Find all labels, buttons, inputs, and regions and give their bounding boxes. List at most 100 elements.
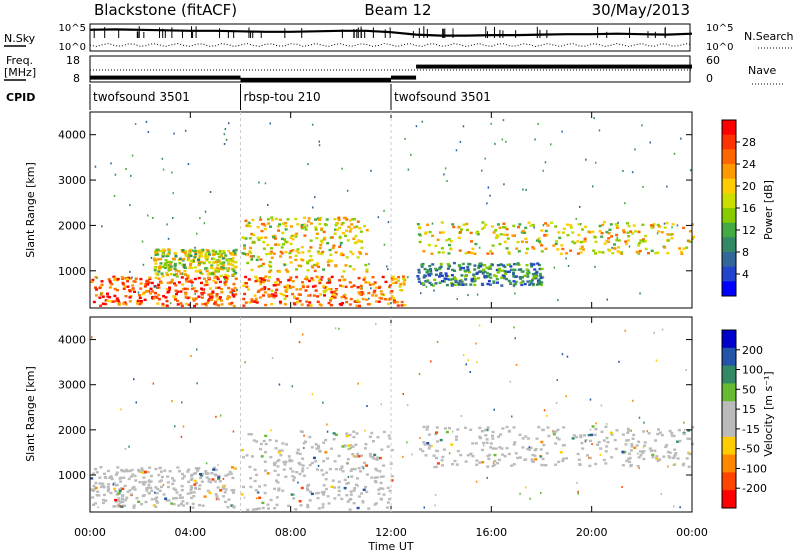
power-cell — [205, 248, 209, 252]
velocity-cell — [368, 435, 372, 438]
velocity-cell — [527, 437, 530, 440]
velocity-cell — [137, 468, 140, 472]
power-cell — [314, 228, 318, 231]
power-cell — [214, 268, 217, 271]
velocity-cell — [377, 488, 381, 491]
power-cell — [524, 251, 528, 255]
velocity-cell — [621, 486, 623, 489]
power-cell — [461, 262, 465, 266]
power-cell — [229, 252, 233, 255]
power-cell — [676, 224, 679, 227]
velocity-cell — [259, 447, 262, 451]
power-cell — [644, 234, 648, 238]
power-cell — [320, 275, 324, 279]
velocity-cell — [304, 440, 307, 443]
velocity-cell — [120, 505, 124, 508]
power-cell — [531, 246, 535, 249]
velocity-cell — [190, 496, 193, 500]
power-cell — [145, 120, 148, 123]
velocity-cell — [402, 393, 404, 395]
velocity-cell — [627, 457, 630, 461]
power-cell — [498, 263, 502, 267]
power-cell — [259, 216, 262, 219]
power-cell — [213, 276, 217, 279]
power-cell — [486, 202, 488, 205]
velocity-cell — [330, 485, 334, 488]
velocity-cell — [331, 479, 335, 482]
power-cell — [400, 300, 404, 304]
power-cell — [649, 224, 653, 227]
velocity-cell — [311, 393, 314, 396]
power-cell — [665, 221, 669, 225]
power-cell — [218, 253, 222, 256]
power-cell — [342, 295, 346, 298]
velocity-cell — [354, 443, 358, 446]
velocity-cell — [426, 442, 430, 445]
power-cell — [269, 225, 272, 228]
cpid-row: CPID twofsound 3501 rbsp-tou 210 twofsound… — [6, 84, 491, 110]
power-cell — [437, 275, 441, 278]
velocity-cell — [353, 487, 357, 490]
velocity-cell — [464, 460, 468, 463]
power-cell — [121, 283, 125, 286]
velocity-cell — [377, 492, 381, 495]
power-cell — [515, 263, 519, 266]
power-cell — [209, 296, 213, 299]
power-cell — [282, 293, 286, 297]
power-cell — [363, 276, 367, 279]
velocity-cell — [297, 481, 299, 484]
velocity-cell — [379, 497, 383, 501]
velocity-cell — [97, 506, 99, 509]
power-cell — [460, 280, 464, 283]
velocity-colorbar-label: Velocity [m s⁻¹] — [762, 371, 775, 456]
power-cell — [232, 269, 236, 272]
power-cell — [344, 264, 348, 267]
station-title: Blackstone (fitACF) — [94, 1, 237, 19]
velocity-cell — [249, 485, 253, 489]
power-cell — [615, 226, 619, 229]
power-cell — [334, 228, 337, 231]
colorbar-swatch — [722, 266, 736, 282]
power-cell — [486, 282, 490, 286]
power-cell — [306, 262, 310, 265]
velocity-cell — [224, 474, 228, 477]
velocity-cell — [214, 493, 218, 496]
power-cell — [216, 263, 220, 267]
velocity-cell — [94, 486, 98, 490]
power-cell — [212, 279, 216, 283]
velocity-cell — [112, 505, 116, 508]
power-cell — [583, 237, 587, 240]
velocity-cell — [434, 465, 438, 469]
velocity-cell — [322, 484, 326, 487]
power-cell — [485, 266, 489, 269]
power-cell — [226, 297, 230, 300]
power-cell — [641, 238, 645, 241]
velocity-cell — [482, 441, 485, 445]
power-cell — [309, 239, 313, 242]
velocity-cell — [316, 496, 320, 500]
power-cell — [377, 286, 381, 289]
velocity-cell — [230, 466, 234, 469]
velocity-cell — [170, 502, 174, 505]
power-cell — [483, 270, 487, 273]
velocity-cell — [135, 401, 137, 404]
power-cell — [218, 249, 222, 253]
power-cell — [209, 287, 212, 290]
power-cell — [215, 260, 219, 263]
power-cell — [232, 282, 236, 286]
velocity-cell — [308, 435, 312, 439]
power-cell — [266, 218, 270, 221]
velocity-cell — [334, 468, 338, 471]
power-cell — [644, 247, 648, 251]
power-cell — [420, 292, 422, 295]
velocity-cell — [315, 468, 319, 471]
velocity-cell — [673, 505, 675, 508]
velocity-cell — [668, 429, 672, 433]
power-cell — [396, 304, 400, 307]
velocity-cell — [193, 483, 197, 486]
power-cell — [269, 122, 271, 125]
power-cell — [202, 261, 206, 265]
velocity-cell — [300, 486, 304, 490]
power-cell — [504, 272, 507, 275]
velocity-cell — [672, 456, 676, 460]
